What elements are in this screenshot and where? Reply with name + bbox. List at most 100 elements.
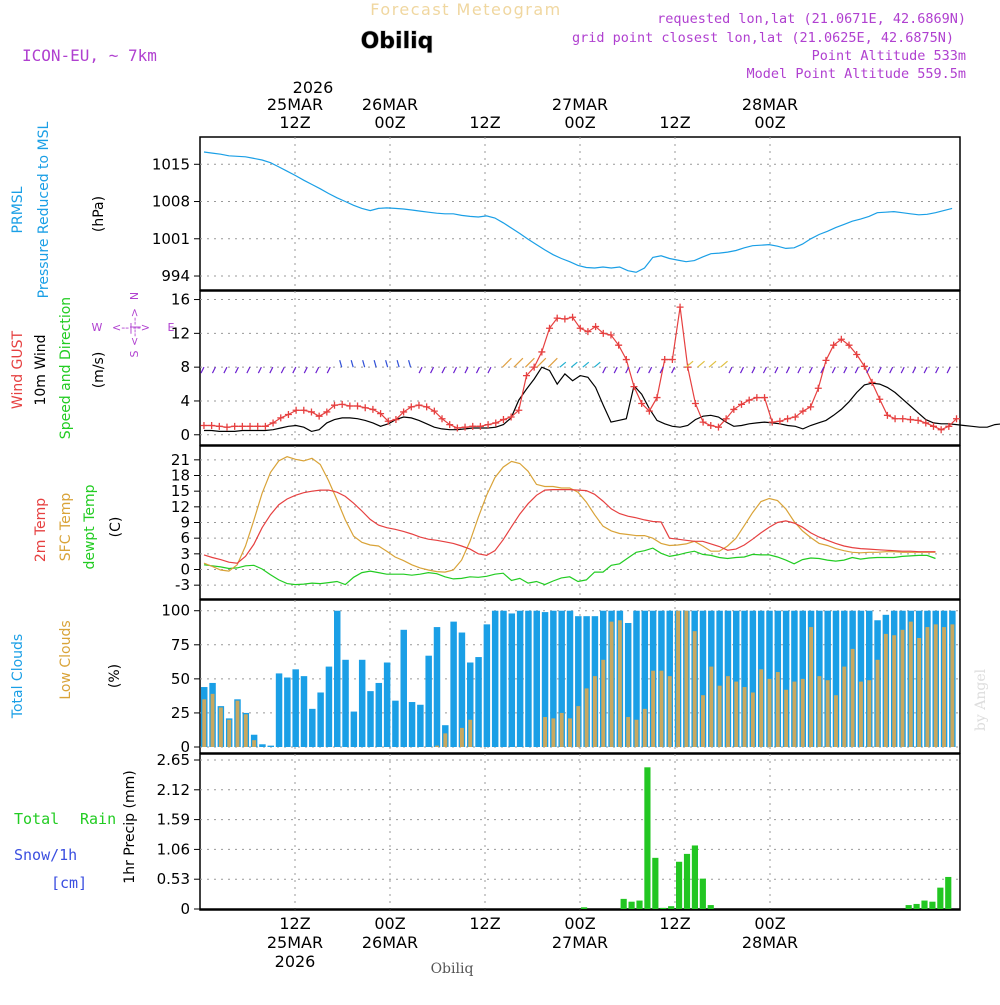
bottom-hour-label: 12Z [279, 914, 310, 933]
wind-dir-arrow [385, 359, 389, 368]
gust-marker [254, 422, 262, 430]
total-cloud-bar [300, 676, 308, 747]
y-tick-label: 2.65 [157, 751, 190, 769]
total-cloud-bar [309, 708, 316, 747]
wind-line [204, 366, 1000, 433]
top-date-label: 27MAR [552, 95, 608, 114]
top-hour-label: 00Z [564, 113, 595, 132]
low-cloud-bar [584, 688, 589, 747]
gust-marker [860, 362, 868, 370]
rain-bar [628, 901, 635, 909]
low-cloud-bar [617, 620, 622, 747]
bottom-date-label: 27MAR [552, 933, 608, 952]
rain-bar [913, 903, 920, 909]
total-cloud-bar [267, 745, 274, 747]
wind-dir-arrow [808, 366, 813, 374]
compass-arrow-we: <--|--> [112, 321, 150, 334]
gust-marker [307, 408, 315, 416]
gust-marker [231, 422, 239, 430]
bottom-date-label: 25MAR [267, 933, 323, 952]
low-cloud-bar [809, 627, 813, 747]
bottom-year-label: 2026 [275, 952, 316, 971]
wind-dir-arrow [720, 360, 728, 368]
rain-bar [620, 898, 627, 909]
total-cloud-bar [583, 616, 590, 747]
top-hour-label: 12Z [659, 113, 690, 132]
wind-dir-arrow [408, 359, 412, 368]
total-cloud-bar [450, 621, 457, 747]
gust-marker [630, 383, 638, 391]
gust-marker [638, 400, 646, 407]
rain-bar [660, 907, 667, 909]
wind-dir-arrow [625, 366, 630, 374]
gust-marker [676, 303, 684, 311]
dewpt-label: dewpt Temp [82, 484, 98, 569]
y-tick-label: 75 [171, 636, 190, 654]
temp-unit-label: (C) [108, 517, 124, 538]
gust-marker [714, 423, 722, 431]
gust-marker [315, 412, 323, 420]
total-cloud-bar [699, 610, 707, 747]
low-cloud-bar [875, 659, 880, 747]
wind-dir-arrow [513, 357, 524, 368]
wind-dir-arrow [315, 366, 320, 374]
low-cloud-bar [908, 621, 913, 747]
low-cloud-bar [775, 672, 780, 747]
gust-marker [284, 410, 292, 418]
gust-marker [876, 395, 884, 403]
dewpoint-line [203, 547, 936, 586]
total-cloud-bar [342, 659, 349, 747]
total-label: Total [14, 810, 59, 828]
low-cloud-bar [692, 631, 697, 747]
gust-marker [645, 407, 653, 415]
gust-marker [300, 406, 308, 414]
footer-location: Obiliq [431, 961, 474, 977]
wind-panel: 0 4 8 12 16 [171, 290, 1000, 446]
wind-dir-arrow [602, 366, 607, 374]
gust-marker [684, 363, 692, 371]
low-cloud-bar [235, 700, 240, 747]
rain-bar [581, 907, 588, 909]
gust-marker [446, 421, 454, 429]
wind-dir-arrow [774, 366, 779, 374]
wind-dir-arrow [200, 366, 205, 374]
gust-marker [599, 329, 607, 337]
low-cloud-bar [900, 629, 905, 747]
wind-dir-arrow [697, 360, 705, 368]
gust-marker [868, 378, 876, 386]
gust-marker [691, 400, 699, 407]
y-tick-label: 1008 [152, 193, 190, 211]
wind-dir-arrow [373, 359, 377, 368]
gust-marker [238, 422, 246, 430]
y-tick-label: 0 [180, 426, 190, 444]
gust-marker [469, 422, 477, 430]
y-tick-label: 1001 [152, 230, 190, 248]
rain-bar [905, 905, 912, 909]
low-cloud-bar [227, 719, 232, 747]
y-tick-label: 0 [180, 900, 190, 918]
y-tick-label: 0 [180, 561, 190, 579]
prmsl-label: PRMSL [10, 186, 26, 233]
wind-dir-arrow [211, 366, 216, 374]
low-cloud-bar [892, 635, 897, 747]
total-cloud-bar [475, 657, 482, 747]
wind-dir-arrow [559, 361, 567, 368]
y-tick-label: 50 [171, 670, 190, 688]
top-date-label: 26MAR [362, 95, 418, 114]
total-cloud-bar [508, 613, 516, 747]
gust-marker [745, 396, 753, 404]
total-cloud-bar [533, 610, 540, 747]
gust-marker [507, 413, 515, 421]
total-cloud-bar [458, 632, 466, 747]
credit-watermark: by Angel [973, 668, 989, 731]
bottom-hour-label: 12Z [659, 914, 690, 933]
gust-marker [292, 406, 300, 414]
gust-marker [891, 415, 899, 423]
low-cloud-bar [734, 681, 739, 747]
gust-marker [761, 394, 769, 402]
total-cloud-bar [375, 682, 383, 747]
gust-marker [791, 413, 799, 421]
gust-marker [953, 415, 961, 423]
gust-marker [738, 400, 745, 408]
